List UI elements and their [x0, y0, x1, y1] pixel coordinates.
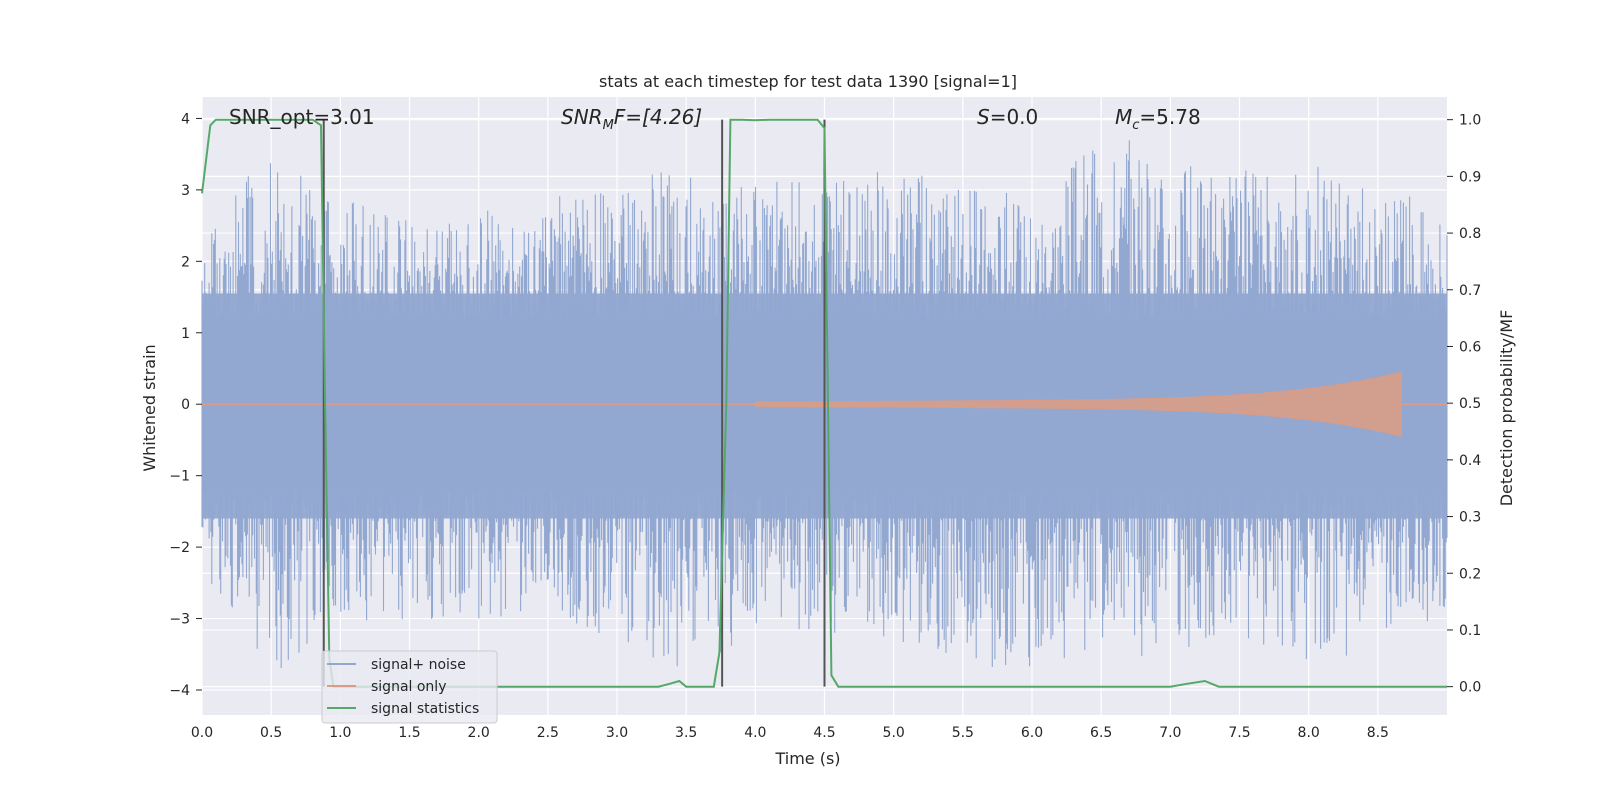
y-tick-label: −2	[169, 540, 190, 556]
annotation-snr-mf-sub: M	[603, 118, 614, 133]
statistics-line	[201, 118, 1447, 688]
x-tick-label: 1.0	[329, 725, 351, 741]
y-right-tick-label: 0.5	[1459, 396, 1481, 412]
x-tick-label: 0.5	[260, 725, 282, 741]
y-tick-label: 2	[181, 254, 190, 270]
y-axis-right-ticks: 1.0 0.9 0.8 0.7 0.6 0.5 0.4 0.3 0.2 0.1 0.0	[1447, 113, 1481, 696]
y-axis-ticks: 4 3 2 1 0 −1 −2 −3 −4	[169, 111, 202, 699]
legend-label-signal-noise: signal+ noise	[371, 657, 466, 673]
annotation-mc: Mc=5.78	[1115, 105, 1201, 133]
signal-chirp	[754, 371, 1402, 438]
y-axis-label: Whitened strain	[140, 344, 159, 471]
y-axis-right-label: Detection probability/MF	[1497, 310, 1516, 507]
y-tick-label: 3	[181, 183, 190, 199]
y-right-tick-label: 0.0	[1459, 680, 1481, 696]
y-tick-label: 1	[181, 326, 190, 342]
y-right-tick-label: 1.0	[1459, 113, 1481, 129]
y-right-tick-label: 0.2	[1459, 566, 1481, 582]
y-tick-label: −3	[169, 612, 190, 628]
x-tick-label: 4.0	[744, 725, 766, 741]
x-tick-label: 4.5	[813, 725, 835, 741]
x-tick-label: 7.5	[1228, 725, 1250, 741]
series-signal-statistics	[201, 118, 1447, 688]
x-axis-label: Time (s)	[774, 749, 840, 768]
annotation-s: S=0.0	[977, 105, 1038, 129]
annotation-s-main: S	[977, 105, 990, 129]
x-tick-label: 7.0	[1159, 725, 1181, 741]
annotation-mc-sub: c	[1132, 118, 1139, 133]
annotation-mc-rest: =5.78	[1139, 105, 1200, 129]
y-tick-label: 4	[181, 111, 190, 127]
annotation-mc-main: M	[1115, 105, 1132, 129]
y-right-tick-label: 0.1	[1459, 623, 1481, 639]
annotation-snr-opt: SNR_opt=3.01	[229, 105, 375, 129]
x-tick-label: 0.0	[191, 725, 213, 741]
x-tick-label: 8.5	[1367, 725, 1389, 741]
annotation-s-rest: =0.0	[990, 105, 1039, 129]
x-tick-label: 2.0	[468, 725, 490, 741]
legend-box	[321, 650, 498, 724]
y-tick-label: 0	[181, 397, 190, 413]
chart-title: stats at each timestep for test data 139…	[599, 72, 1017, 91]
x-tick-label: 3.0	[606, 725, 628, 741]
y-right-tick-label: 0.8	[1459, 226, 1481, 242]
vertical-markers	[322, 119, 826, 687]
legend-label-signal-only: signal only	[371, 679, 446, 695]
legend-label-signal-statistics: signal statistics	[371, 701, 479, 717]
y-right-tick-label: 0.9	[1459, 169, 1481, 185]
y-right-tick-label: 0.6	[1459, 339, 1481, 355]
x-tick-label: 1.5	[398, 725, 420, 741]
annotation-snr-mf-rest: F=[4.26]	[614, 105, 702, 129]
x-tick-label: 5.0	[883, 725, 905, 741]
legend: signal+ noise signal only signal statist…	[321, 650, 498, 724]
x-tick-label: 5.5	[952, 725, 974, 741]
y-right-tick-label: 0.4	[1459, 453, 1481, 469]
x-axis-ticks: 0.0 0.5 1.0 1.5 2.0 2.5 3.0 3.5 4.0 4.5 5.0 5.5 6.0 6…	[191, 725, 1389, 741]
x-tick-label: 6.0	[1021, 725, 1043, 741]
x-tick-label: 2.5	[537, 725, 559, 741]
y-right-tick-label: 0.3	[1459, 510, 1481, 526]
x-tick-label: 3.5	[675, 725, 697, 741]
annotation-snr-mf: SNRMF=[4.26]	[561, 105, 702, 133]
y-tick-label: −1	[169, 469, 190, 485]
y-tick-label: −4	[169, 683, 190, 699]
annotation-snr-mf-main: SNR	[561, 105, 603, 129]
y-right-tick-label: 0.7	[1459, 283, 1481, 299]
series-signal-only	[202, 371, 1447, 438]
x-tick-label: 8.0	[1298, 725, 1320, 741]
x-tick-label: 6.5	[1090, 725, 1112, 741]
